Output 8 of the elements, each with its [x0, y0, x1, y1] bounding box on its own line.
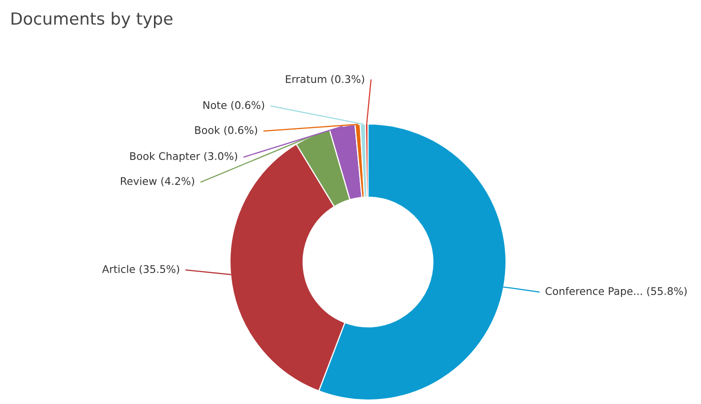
- slice-label: Article (35.5%): [102, 264, 180, 274]
- slice-label: Erratum (0.3%): [286, 74, 364, 84]
- slice-label: Review (4.2%): [120, 176, 194, 186]
- chart-title: Documents by type: [12, 12, 172, 28]
- slice-label: Book (0.6%): [195, 126, 258, 136]
- slice-label: Book Chapter (3.0%): [130, 152, 238, 162]
- slice-label: Note (0.6%): [203, 100, 264, 110]
- slice-label: Conference Pape... (55.8%): [546, 286, 687, 298]
